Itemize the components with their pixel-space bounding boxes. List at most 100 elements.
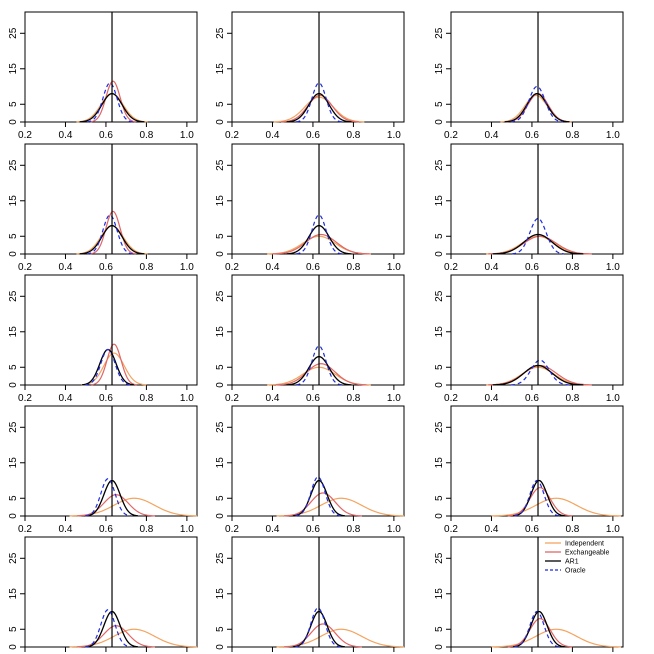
panel-r4-c3: 0 5 15 25 0.2 0.4 0.6 0.8 1.0 (434, 405, 624, 535)
y-tick-label: 5 (215, 626, 226, 632)
density-line-independent (69, 628, 198, 648)
y-tick-label: 25 (8, 552, 19, 564)
x-tick-label: 0.8 (565, 393, 579, 404)
panel-r5-c2: 0 5 15 25 (215, 536, 405, 652)
panel-r2-c1: 0 5 15 25 0.2 0.4 0.6 0.8 1.0 (8, 143, 198, 273)
panel-frame (450, 11, 624, 123)
panel-frame (24, 11, 198, 123)
panel-r4-c2: 0 5 15 25 0.2 0.4 0.6 0.8 1.0 (215, 405, 405, 535)
x-tick-label: 1.0 (180, 262, 194, 273)
x-tick-label: 1.0 (387, 130, 401, 141)
density-line-independent (491, 628, 621, 648)
y-tick-label: 15 (215, 195, 226, 207)
panel-frame (231, 405, 405, 517)
density-line-exchangeable (91, 343, 137, 386)
y-tick-label: 0 (215, 644, 226, 650)
density-line-independent (69, 497, 198, 517)
x-tick-label: 0.8 (346, 262, 360, 273)
y-tick-label: 5 (8, 101, 19, 107)
y-tick-label: 25 (215, 421, 226, 433)
density-line-oracle (87, 214, 133, 255)
x-tick-label: 0.2 (444, 524, 458, 535)
x-tick-label: 0.2 (18, 262, 32, 273)
legend-label-oracle: Oracle (565, 568, 586, 575)
y-tick-label: 25 (215, 290, 226, 302)
y-tick-label: 15 (215, 63, 226, 75)
y-tick-label: 25 (215, 159, 226, 171)
x-tick-label: 0.4 (266, 393, 280, 404)
x-tick-label: 0.2 (18, 524, 32, 535)
x-tick-label: 0.6 (306, 524, 320, 535)
density-line-oracle (295, 607, 341, 648)
x-tick-label: 1.0 (606, 524, 620, 535)
y-tick-label: 25 (215, 27, 226, 39)
x-tick-label: 1.0 (606, 393, 620, 404)
x-tick-label: 0.2 (444, 262, 458, 273)
y-tick-label: 15 (434, 326, 445, 338)
x-tick-label: 0.4 (485, 524, 499, 535)
x-tick-label: 1.0 (387, 524, 401, 535)
y-tick-label: 0 (8, 513, 19, 519)
x-tick-label: 0.8 (139, 524, 153, 535)
density-line-exchangeable (488, 364, 592, 386)
x-tick-label: 0.6 (99, 262, 113, 273)
y-tick-label: 15 (434, 63, 445, 75)
density-line-oracle (85, 478, 131, 517)
panel-r1-c1: 0 5 15 25 0.2 0.4 0.6 0.8 1.0 (8, 11, 198, 141)
x-tick-label: 0.6 (525, 524, 539, 535)
panel-r1-c3: 0 5 15 25 0.2 0.4 0.6 0.8 1.0 (434, 11, 624, 141)
x-tick-label: 0.8 (139, 393, 153, 404)
panel-frame (24, 143, 198, 255)
density-line-exchangeable (77, 625, 155, 648)
density-line-independent (491, 497, 621, 517)
density-line-exchangeable (284, 623, 362, 648)
panel-frame (450, 536, 624, 648)
panel-r3-c3: 0 5 15 25 0.2 0.4 0.6 0.8 1.0 (434, 274, 624, 404)
x-tick-label: 0.6 (306, 262, 320, 273)
y-tick-label: 5 (8, 626, 19, 632)
density-line-oracle (296, 214, 342, 255)
y-tick-label: 0 (215, 251, 226, 257)
y-tick-label: 5 (215, 495, 226, 501)
panel-frame (231, 536, 405, 648)
density-line-exchangeable (275, 363, 367, 386)
y-tick-label: 25 (215, 552, 226, 564)
density-line-exchangeable (77, 494, 155, 517)
x-tick-label: 1.0 (387, 393, 401, 404)
density-line-oracle (510, 359, 570, 386)
density-line-oracle (296, 82, 342, 123)
x-tick-label: 0.2 (444, 393, 458, 404)
y-tick-label: 25 (8, 27, 19, 39)
y-tick-label: 25 (434, 552, 445, 564)
panel-frame (24, 405, 198, 517)
density-line-oracle (514, 479, 560, 517)
density-line-exchangeable (90, 210, 136, 255)
x-tick-label: 0.2 (225, 130, 239, 141)
x-tick-label: 0.8 (565, 524, 579, 535)
x-tick-label: 1.0 (180, 130, 194, 141)
y-tick-label: 25 (8, 421, 19, 433)
legend-label-ar1: AR1 (565, 559, 579, 566)
y-tick-label: 5 (434, 495, 445, 501)
density-line-oracle (85, 609, 131, 648)
y-tick-label: 5 (434, 626, 445, 632)
y-tick-label: 0 (434, 251, 445, 257)
x-tick-label: 0.2 (18, 393, 32, 404)
panel-frame (24, 274, 198, 386)
panel-frame (231, 143, 405, 255)
panel-frame (450, 274, 624, 386)
y-tick-label: 0 (434, 644, 445, 650)
x-tick-label: 0.6 (99, 524, 113, 535)
x-tick-label: 0.2 (444, 130, 458, 141)
y-tick-label: 0 (434, 513, 445, 519)
x-tick-label: 0.2 (225, 524, 239, 535)
panel-r3-c2: 0 5 15 25 0.2 0.4 0.6 0.8 1.0 (215, 274, 405, 404)
density-line-oracle (512, 217, 564, 255)
panel-frame (450, 405, 624, 517)
panel-frame (231, 274, 405, 386)
x-tick-label: 1.0 (387, 262, 401, 273)
x-tick-label: 0.6 (525, 262, 539, 273)
panel-frame (450, 143, 624, 255)
y-tick-label: 0 (215, 119, 226, 125)
